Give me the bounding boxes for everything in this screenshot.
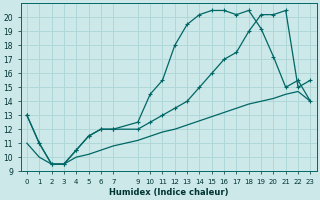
X-axis label: Humidex (Indice chaleur): Humidex (Indice chaleur)	[109, 188, 228, 197]
